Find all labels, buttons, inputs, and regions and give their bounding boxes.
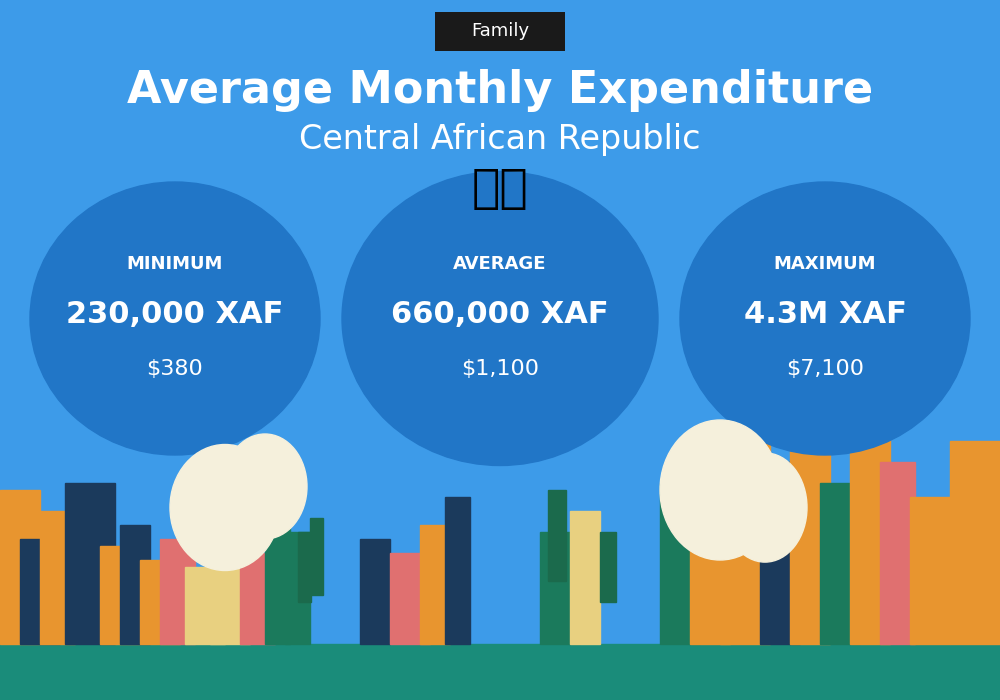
Ellipse shape <box>680 182 970 455</box>
Bar <box>285 532 310 644</box>
Text: Central African Republic: Central African Republic <box>299 123 701 157</box>
Bar <box>20 539 60 644</box>
Bar <box>910 497 950 644</box>
Bar <box>540 532 580 644</box>
Bar <box>880 462 915 644</box>
Ellipse shape <box>342 172 658 466</box>
Bar <box>140 560 180 644</box>
FancyBboxPatch shape <box>435 12 565 51</box>
Text: Family: Family <box>471 22 529 41</box>
Bar <box>100 546 140 644</box>
Bar <box>265 511 290 644</box>
Text: AVERAGE: AVERAGE <box>453 255 547 273</box>
Bar <box>390 553 430 644</box>
Bar <box>820 483 860 644</box>
Bar <box>548 490 566 581</box>
Bar <box>445 497 470 644</box>
Bar <box>185 567 225 644</box>
Text: $7,100: $7,100 <box>786 359 864 379</box>
Bar <box>160 539 195 644</box>
Bar <box>240 553 275 644</box>
Text: 🇨🇫: 🇨🇫 <box>472 167 528 211</box>
Bar <box>120 525 150 644</box>
Text: Average Monthly Expenditure: Average Monthly Expenditure <box>127 69 873 113</box>
Bar <box>720 427 770 644</box>
Text: MAXIMUM: MAXIMUM <box>774 255 876 273</box>
Bar <box>298 532 311 602</box>
Text: 4.3M XAF: 4.3M XAF <box>744 300 906 330</box>
Text: 230,000 XAF: 230,000 XAF <box>66 300 284 330</box>
Ellipse shape <box>30 182 320 455</box>
Bar <box>40 511 75 644</box>
Text: $380: $380 <box>147 359 203 379</box>
Bar <box>0 490 40 644</box>
Bar <box>420 525 450 644</box>
Ellipse shape <box>660 420 780 560</box>
Text: 660,000 XAF: 660,000 XAF <box>391 300 609 330</box>
Bar <box>690 511 730 644</box>
Bar <box>600 532 616 602</box>
Ellipse shape <box>170 444 280 570</box>
Bar <box>360 539 390 644</box>
Bar <box>310 518 323 595</box>
Bar <box>790 441 830 644</box>
Bar <box>660 483 700 644</box>
Text: MINIMUM: MINIMUM <box>127 255 223 273</box>
Bar <box>850 427 890 644</box>
Bar <box>210 532 250 644</box>
Bar <box>760 462 800 644</box>
Text: $1,100: $1,100 <box>461 359 539 379</box>
Ellipse shape <box>223 434 307 539</box>
Bar <box>0 644 1000 700</box>
Ellipse shape <box>723 453 807 562</box>
Bar <box>950 441 1000 644</box>
Bar <box>570 511 600 644</box>
Bar <box>65 483 115 644</box>
